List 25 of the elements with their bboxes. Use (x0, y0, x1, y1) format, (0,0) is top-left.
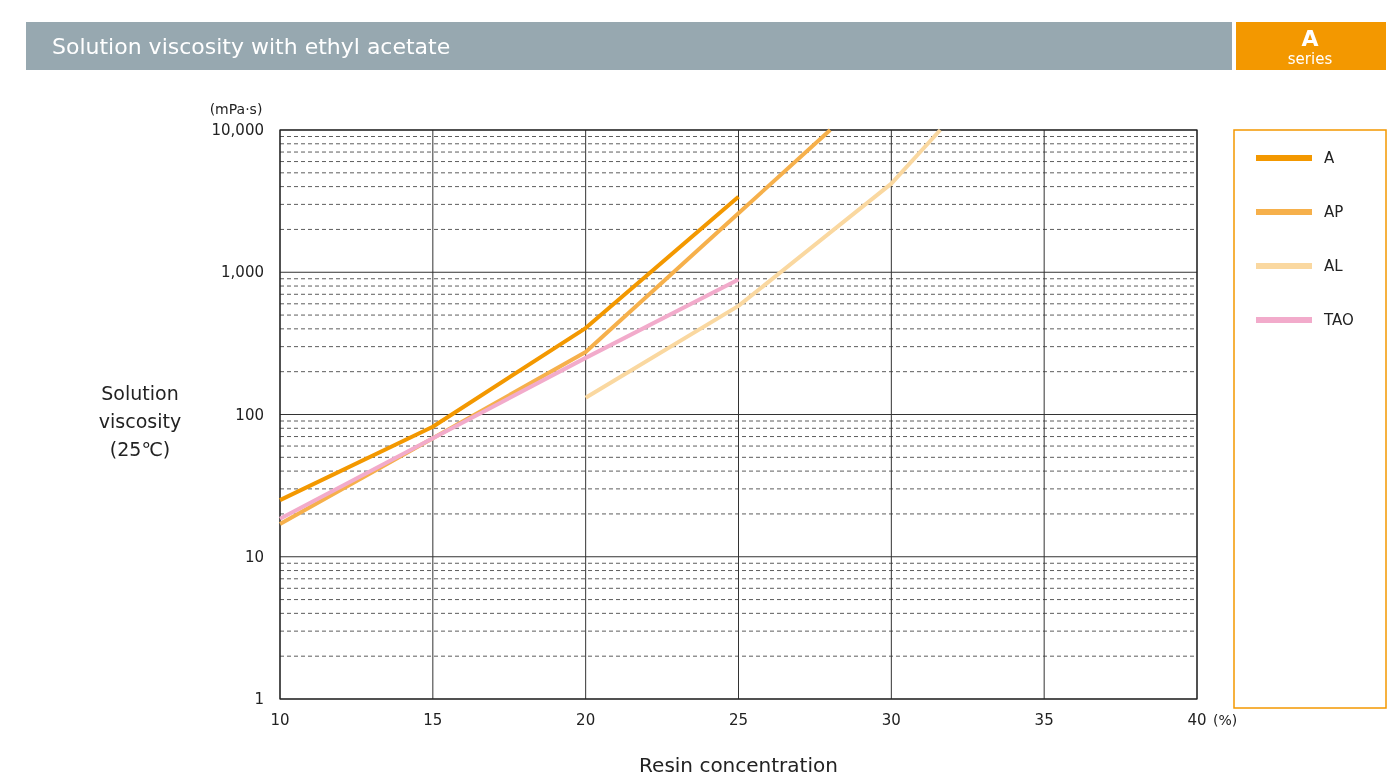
y-tick-label: 1 (254, 690, 264, 708)
x-tick-label: 20 (576, 711, 596, 729)
y-tick-label: 10 (244, 547, 264, 566)
text: A series (1287, 26, 1333, 68)
y-tick-label: 1,000 (221, 263, 264, 282)
x-axis-title: Resin concentration (639, 753, 838, 777)
text: (%) (1213, 712, 1238, 728)
legend-label: AP (1324, 203, 1344, 221)
line-series (278, 277, 741, 521)
y-tick-label: 10,000 (211, 121, 264, 139)
legend-label: A (1324, 149, 1335, 167)
legend-label: AL (1324, 257, 1344, 275)
y-tick-label: 100 (235, 405, 264, 424)
y-axis-title: Solution viscosity (25℃) (98, 382, 182, 460)
x-tick-label: 25 (728, 711, 749, 729)
x-tick-label: 10 (270, 711, 290, 729)
text: (mPa·s) (209, 101, 263, 117)
x-tick-label: 15 (423, 711, 443, 729)
line-series (583, 128, 943, 400)
chart-title: Solution viscosity with ethyl acetate (52, 34, 451, 59)
x-tick-label: 30 (881, 711, 901, 729)
x-tick-label: 35 (1034, 711, 1054, 729)
line-series (278, 194, 741, 503)
x-tick-label: 40 (1187, 711, 1207, 729)
legend-label: TAO (1323, 311, 1354, 329)
